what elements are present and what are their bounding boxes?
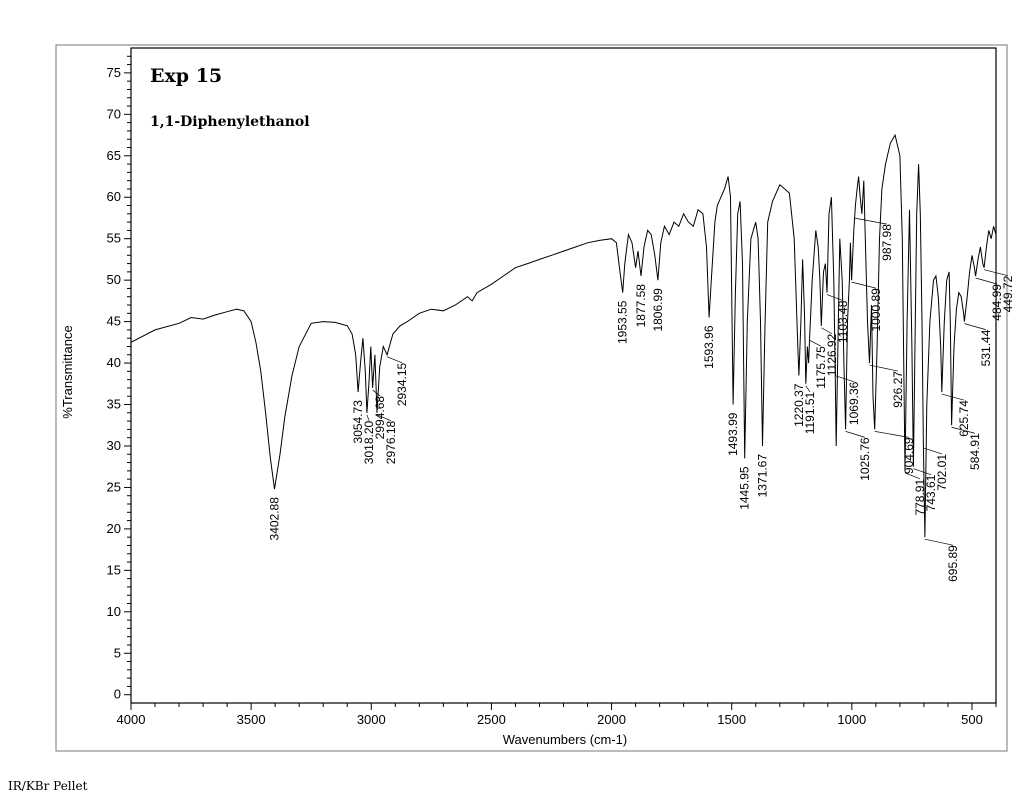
- y-tick-label: 60: [107, 189, 121, 204]
- page-frame: [55, 44, 1008, 752]
- peak-leader-line: [821, 327, 833, 335]
- y-tick-label: 30: [107, 438, 121, 453]
- y-tick-label: 15: [107, 562, 121, 577]
- peak-label: 1220.37: [792, 383, 806, 427]
- y-tick-label: 55: [107, 231, 121, 246]
- peak-label: 2994.68: [373, 396, 387, 440]
- peak-label: 3054.73: [351, 400, 365, 444]
- footer-note: IR/KBr Pellet: [8, 779, 88, 793]
- y-tick-label: 0: [114, 687, 121, 702]
- y-tick-label: 20: [107, 521, 121, 536]
- peak-leader-line: [869, 364, 898, 372]
- plot-area-border: [130, 47, 997, 704]
- peak-label: 1953.55: [616, 300, 630, 344]
- peak-leader-line: [854, 217, 887, 225]
- peak-label: 584.91: [968, 433, 982, 470]
- peak-leader-line: [913, 468, 931, 476]
- peak-label: 987.98: [880, 224, 894, 261]
- x-tick-label: 3000: [357, 712, 386, 727]
- peak-label: 1445.95: [738, 466, 752, 510]
- y-tick-label: 25: [107, 479, 121, 494]
- y-tick-label: 40: [107, 355, 121, 370]
- peak-label: 1806.99: [651, 288, 665, 332]
- peak-label: 3018.20: [362, 420, 376, 464]
- x-axis: 4000 3500 3000 2500 2000 1500 1000 500: [117, 703, 997, 727]
- spectrum-line: [130, 133, 997, 538]
- peak-leader-line: [386, 356, 403, 364]
- peak-leader-line: [845, 431, 865, 438]
- peak-label: 926.27: [891, 371, 905, 408]
- peak-label: 2976.18: [384, 420, 398, 464]
- y-tick-label: 10: [107, 604, 121, 619]
- peak-leader-line: [951, 426, 975, 434]
- x-tick-label: 1000: [837, 712, 866, 727]
- peak-leader-line: [904, 472, 921, 480]
- peak-leader-line: [851, 281, 876, 289]
- peak-leader-line: [964, 323, 986, 330]
- peak-leader-line: [826, 294, 844, 301]
- peak-label: 702.01: [935, 454, 949, 491]
- peak-leader-line: [805, 385, 811, 392]
- y-tick-label: 65: [107, 148, 121, 163]
- x-axis-label: Wavenumbers (cm-1): [503, 732, 627, 747]
- peak-label: 625.74: [957, 400, 971, 437]
- y-tick-label: 5: [114, 645, 121, 660]
- peak-label: 778.91: [913, 479, 927, 516]
- y-tick-label: 35: [107, 397, 121, 412]
- peak-label: 2934.15: [395, 362, 409, 406]
- peak-leader-line: [924, 538, 953, 546]
- x-tick-label: 2500: [477, 712, 506, 727]
- x-tick-label: 1500: [717, 712, 746, 727]
- y-tick-label: 50: [107, 272, 121, 287]
- peak-label: 1371.67: [756, 454, 770, 498]
- peak-label: 531.44: [979, 329, 993, 366]
- peak-leader-line: [376, 414, 392, 422]
- peak-label: 1175.75: [814, 346, 828, 389]
- peak-label: 1593.96: [702, 325, 716, 369]
- peak-label: 743.61: [924, 474, 938, 511]
- peak-label: 1069.36: [847, 381, 861, 425]
- peak-label: 695.89: [946, 545, 960, 582]
- x-tick-label: 4000: [117, 712, 146, 727]
- peak-leader-line: [809, 339, 822, 347]
- y-tick-label: 75: [107, 65, 121, 80]
- peak-leader-line: [975, 277, 997, 285]
- peak-leader-line: [983, 269, 1008, 277]
- peak-label: 1877.58: [634, 284, 648, 328]
- peak-label: 1126.92: [825, 333, 839, 376]
- peak-label: 1493.99: [726, 412, 740, 456]
- peak-label: 1103.48: [836, 300, 850, 343]
- x-tick-label: 3500: [237, 712, 266, 727]
- peak-label: 1000.89: [869, 288, 883, 332]
- peak-label: 1191.51: [803, 391, 817, 434]
- experiment-annotation: Exp 15: [150, 65, 222, 87]
- peak-label: 3402.88: [267, 497, 281, 541]
- x-tick-label: 2000: [597, 712, 626, 727]
- peak-label: 449.72: [1001, 275, 1015, 312]
- y-axis-label: %Transmittance: [60, 325, 75, 418]
- peak-label: 484.99: [990, 284, 1004, 321]
- x-tick-label: 500: [961, 712, 983, 727]
- peak-leader-line: [366, 414, 370, 421]
- y-axis: 0 5 10 15 20 25 30 35 40 45 50 55 60 65 70 75: [107, 55, 131, 702]
- peak-label: 904.69: [902, 437, 916, 474]
- compound-annotation: 1,1-Diphenylethanol: [150, 114, 310, 130]
- y-tick-label: 45: [107, 314, 121, 329]
- y-tick-label: 70: [107, 106, 121, 121]
- peak-label: 1025.76: [858, 437, 872, 481]
- peak-leader-lines: [366, 217, 1008, 546]
- peak-leader-line: [874, 431, 909, 438]
